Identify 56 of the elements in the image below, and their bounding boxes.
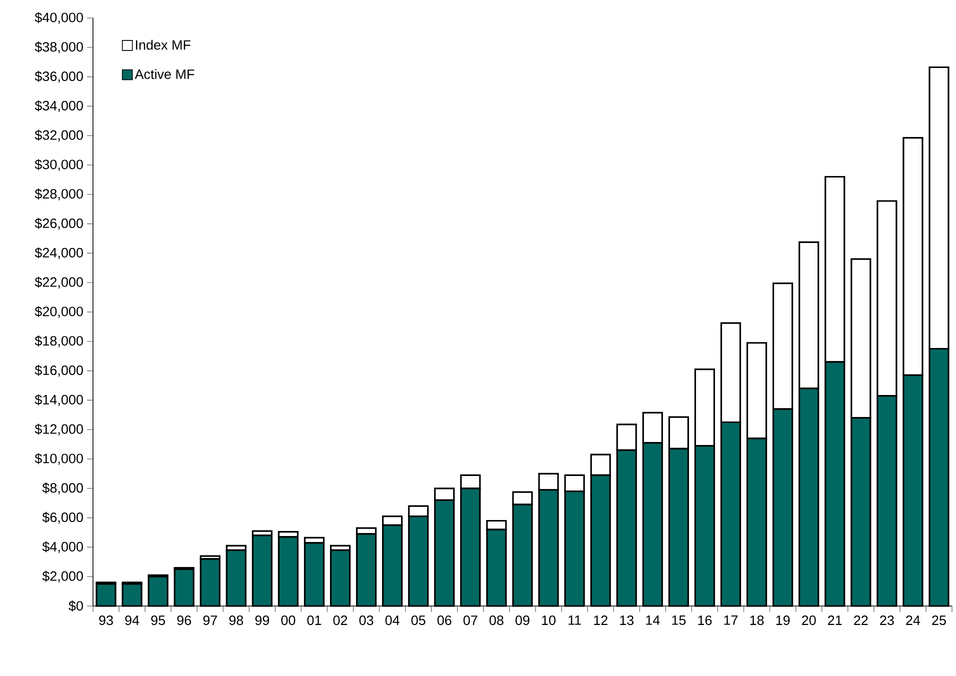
x-tick-label: 21 bbox=[828, 616, 842, 625]
y-tick-label: $26,000 bbox=[34, 218, 83, 230]
y-tick-label: $34,000 bbox=[34, 100, 83, 112]
y-tick-label: $6,000 bbox=[42, 512, 83, 524]
y-tick-label: $20,000 bbox=[34, 306, 83, 318]
legend-label: Active MF bbox=[134, 69, 194, 79]
y-tick-label: $30,000 bbox=[34, 159, 83, 171]
x-tick-label: 97 bbox=[203, 616, 217, 626]
x-tick-label: 05 bbox=[411, 616, 426, 626]
x-tick-label: 02 bbox=[333, 616, 348, 626]
x-tick-label: 94 bbox=[125, 616, 140, 626]
x-tick-label: 23 bbox=[880, 616, 894, 626]
y-tick-label: $24,000 bbox=[34, 247, 83, 260]
y-tick-label: $18,000 bbox=[34, 336, 83, 348]
x-tick-label: 93 bbox=[99, 616, 113, 626]
x-tick-label: 12 bbox=[594, 616, 608, 625]
x-tick-label: 11 bbox=[568, 616, 581, 625]
x-tick-label: 04 bbox=[385, 616, 400, 626]
x-tick-label: 06 bbox=[437, 616, 452, 626]
y-tick-label: $28,000 bbox=[34, 188, 83, 200]
x-tick-label: 25 bbox=[932, 616, 946, 626]
y-tick-label: $8,000 bbox=[42, 482, 83, 494]
y-tick-label: $4,000 bbox=[42, 541, 83, 554]
x-tick-label: 19 bbox=[776, 616, 790, 626]
x-tick-label: 98 bbox=[229, 616, 244, 626]
x-tick-label: 09 bbox=[516, 616, 530, 626]
x-tick-label: 01 bbox=[307, 616, 322, 626]
x-tick-label: 03 bbox=[359, 616, 374, 626]
x-tick-label: 15 bbox=[672, 616, 686, 625]
y-tick-label: $22,000 bbox=[34, 276, 83, 288]
x-tick-label: 24 bbox=[906, 616, 920, 625]
x-tick-label: 13 bbox=[620, 616, 634, 626]
x-tick-label: 99 bbox=[255, 616, 270, 626]
x-tick-label: 17 bbox=[724, 616, 738, 625]
y-tick-label: $36,000 bbox=[34, 70, 83, 83]
y-tick-label: $0 bbox=[68, 600, 83, 612]
x-tick-label: 95 bbox=[151, 616, 166, 626]
y-tick-label: $14,000 bbox=[34, 394, 83, 406]
x-tick-label: 00 bbox=[281, 616, 296, 626]
y-tick-label: $12,000 bbox=[34, 424, 83, 436]
x-tick-label: 18 bbox=[750, 616, 764, 626]
x-tick-label: 20 bbox=[802, 616, 816, 626]
legend-label: Index MF bbox=[136, 40, 190, 50]
y-tick-label: $16,000 bbox=[34, 364, 83, 377]
x-tick-label: 22 bbox=[854, 616, 868, 625]
x-tick-label: 10 bbox=[542, 616, 556, 626]
x-tick-label: 07 bbox=[463, 616, 478, 626]
y-tick-label: $38,000 bbox=[34, 42, 83, 54]
y-tick-label: $10,000 bbox=[34, 453, 83, 465]
x-tick-label: 16 bbox=[698, 616, 712, 626]
x-tick-label: 96 bbox=[177, 616, 192, 626]
x-tick-label: 08 bbox=[489, 616, 504, 626]
y-tick-label: $40,000 bbox=[34, 12, 83, 24]
y-tick-label: $32,000 bbox=[34, 130, 83, 142]
x-tick-label: 14 bbox=[646, 616, 660, 625]
y-tick-label: $2,000 bbox=[42, 570, 83, 582]
